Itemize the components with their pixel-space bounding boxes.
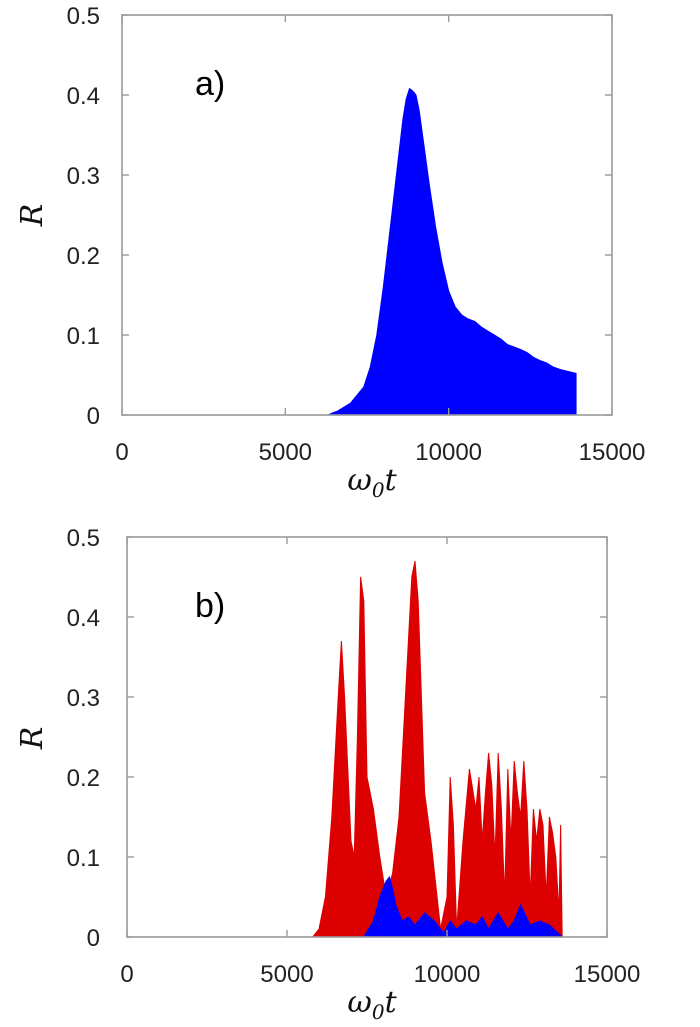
panel-a-x-tick-label: 10000 (415, 439, 482, 466)
panel-a-series-0 (122, 87, 577, 416)
panel-b-xlabel-t: t (385, 985, 398, 1020)
panel-b-series-1 (127, 875, 564, 938)
panel-a-ticks (121, 14, 613, 416)
panel-b-ylabel: R (15, 727, 50, 751)
panel-b-ticks (126, 536, 608, 938)
panel-a-xlabel-t: t (385, 463, 398, 498)
panel-b-y-tick-label: 0.2 (67, 765, 100, 792)
panel-b-xlabel: ω0t (347, 985, 397, 1024)
panel-a-y-tick-label: 0.3 (67, 163, 100, 190)
panel-b-xlabel-omega: ω (347, 985, 371, 1020)
panel-a-y-tick-label: 0.5 (67, 3, 100, 30)
panel-b-tick-labels: 0 5000 10000 15000 0 0.1 0.2 0.3 0.4 0.5 (67, 525, 641, 988)
panel-a-plot-area (122, 87, 577, 416)
panel-b-frame (126, 536, 608, 938)
panel-a-y-tick-label: 0.2 (67, 243, 100, 270)
panel-b-plot-area (127, 560, 564, 938)
panel-a-label: a) (195, 65, 225, 103)
panel-a-tick-labels: 0 5000 10000 15000 0 0.1 0.2 0.3 0.4 0.5 (67, 3, 646, 466)
panel-a-frame (121, 14, 613, 416)
panel-a-xlabel: ω0t (347, 463, 397, 502)
panel-a-x-tick-label: 0 (115, 439, 128, 466)
panel-b-y-tick-label: 0.4 (67, 605, 100, 632)
panel-a-xlabel-omega: ω (347, 463, 371, 498)
panel-a-x-tick-label: 15000 (579, 439, 646, 466)
panel-b-y-tick-label: 0.1 (67, 845, 100, 872)
panel-b-x-tick-label: 0 (120, 961, 133, 988)
panel-b-x-tick-label: 5000 (260, 961, 313, 988)
panel-a-x-tick-label: 5000 (259, 439, 312, 466)
panel-b-series-0 (127, 560, 563, 938)
panel-b-y-tick-label: 0 (87, 925, 100, 952)
panel-b-xlabel-sub: 0 (372, 1000, 385, 1024)
panel-b-label: b) (195, 587, 225, 625)
panel-b-x-tick-label: 15000 (574, 961, 641, 988)
panel-a-xlabel-sub: 0 (372, 478, 385, 502)
panel-b-y-tick-label: 0.5 (67, 525, 100, 552)
panel-b-x-tick-label: 10000 (414, 961, 481, 988)
panel-a-ylabel: R (15, 204, 50, 228)
panel-a-y-tick-label: 0.1 (67, 323, 100, 350)
panel-a-y-tick-label: 0.4 (67, 83, 100, 110)
panel-a-y-tick-label: 0 (87, 403, 100, 430)
panel-b-y-tick-label: 0.3 (67, 685, 100, 712)
